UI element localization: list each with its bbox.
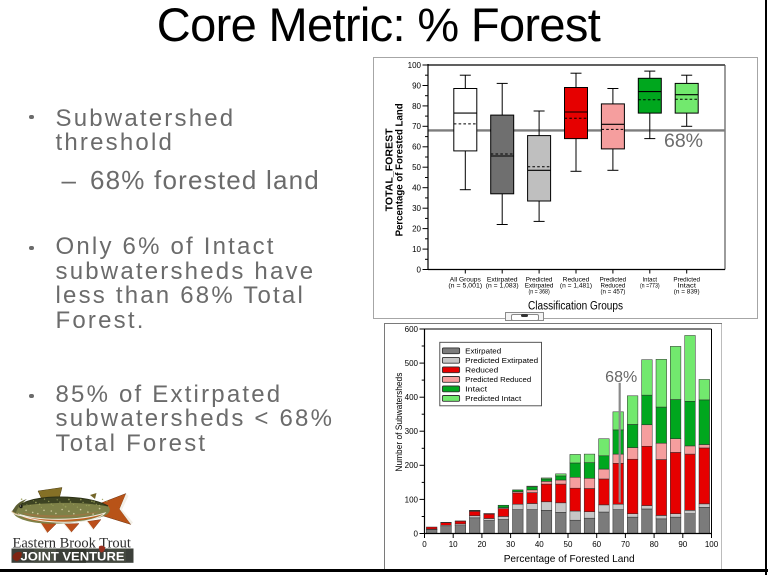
svg-text:Extirpated: Extirpated: [525, 282, 554, 289]
svg-text:(n =773): (n =773): [640, 282, 660, 289]
svg-text:Extirpated: Extirpated: [465, 346, 501, 355]
svg-text:50: 50: [563, 540, 572, 549]
svg-text:(n = 1,481): (n = 1,481): [560, 282, 592, 289]
svg-text:Intact: Intact: [677, 282, 696, 289]
svg-text:400: 400: [404, 393, 418, 402]
svg-text:100: 100: [704, 540, 718, 549]
svg-text:10: 10: [412, 245, 421, 254]
svg-text:68%: 68%: [664, 130, 703, 152]
svg-text:Predicted: Predicted: [526, 276, 553, 283]
svg-text:Predicted Extirpated: Predicted Extirpated: [465, 356, 538, 365]
svg-text:0: 0: [413, 529, 418, 538]
svg-text:600: 600: [404, 324, 418, 333]
svg-text:40: 40: [534, 540, 543, 549]
svg-text:Reduced: Reduced: [601, 282, 626, 289]
svg-text:Predicted Intact: Predicted Intact: [465, 394, 522, 403]
svg-text:Predicted: Predicted: [673, 276, 700, 283]
svg-text:All Groups: All Groups: [450, 276, 482, 283]
svg-text:(n = 839): (n = 839): [674, 288, 700, 295]
svg-text:Classification Groups: Classification Groups: [528, 301, 623, 313]
svg-text:Percentage of Forested Land: Percentage of Forested Land: [395, 103, 406, 236]
svg-text:70: 70: [412, 122, 421, 131]
svg-text:90: 90: [678, 540, 687, 549]
svg-text:500: 500: [404, 359, 418, 368]
svg-text:Percentage of Forested Land: Percentage of Forested Land: [503, 554, 634, 565]
svg-text:(n = 457): (n = 457): [601, 288, 626, 295]
svg-text:Predicted Reduced: Predicted Reduced: [465, 375, 531, 384]
svg-text:JOINT VENTURE: JOINT VENTURE: [21, 550, 125, 563]
svg-text:80: 80: [649, 540, 658, 549]
svg-text:30: 30: [412, 204, 421, 213]
svg-text:80: 80: [412, 102, 421, 111]
svg-text:60: 60: [592, 540, 601, 549]
svg-text:300: 300: [404, 427, 418, 436]
svg-text:Extirpated: Extirpated: [487, 276, 518, 283]
svg-text:Predicted: Predicted: [600, 276, 627, 283]
svg-text:Number of Subwatersheds: Number of Subwatersheds: [394, 372, 404, 471]
svg-text:60: 60: [412, 143, 421, 152]
svg-text:90: 90: [412, 81, 421, 90]
svg-text:10: 10: [448, 540, 457, 549]
svg-text:(n = 5,001): (n = 5,001): [448, 282, 482, 289]
svg-text:68%: 68%: [605, 369, 637, 386]
svg-text:100: 100: [404, 495, 418, 504]
svg-text:0: 0: [422, 540, 427, 549]
svg-text:70: 70: [620, 540, 629, 549]
svg-text:Intact: Intact: [643, 276, 658, 283]
svg-text:100: 100: [408, 61, 422, 70]
svg-text:20: 20: [477, 540, 486, 549]
svg-text:(n = 1,083): (n = 1,083): [486, 282, 519, 289]
svg-text:50: 50: [412, 163, 421, 172]
svg-text:TOTAL_FOREST: TOTAL_FOREST: [384, 128, 395, 211]
svg-text:0: 0: [417, 265, 422, 274]
svg-text:Reduced: Reduced: [563, 276, 590, 283]
svg-text:40: 40: [412, 184, 421, 193]
svg-text:20: 20: [412, 225, 421, 234]
svg-text:200: 200: [404, 461, 418, 470]
svg-text:Reduced: Reduced: [465, 365, 498, 374]
svg-text:(n = 368): (n = 368): [529, 288, 550, 295]
svg-text:Intact: Intact: [465, 384, 488, 393]
svg-text:30: 30: [506, 540, 515, 549]
